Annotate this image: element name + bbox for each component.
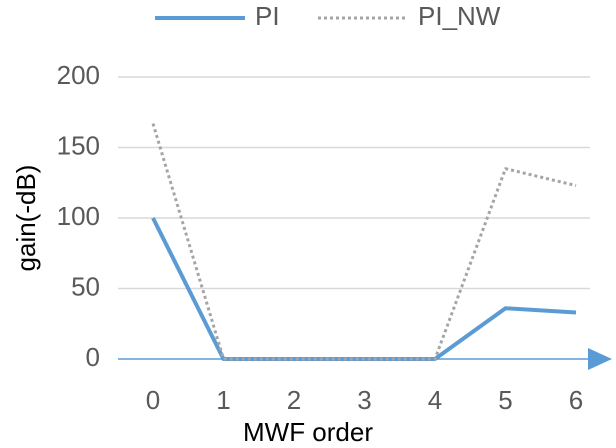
x-axis-arrow: [588, 348, 612, 370]
y-tick-label: 50: [71, 271, 100, 301]
line-series: [151, 123, 577, 361]
x-tick-label: 3: [357, 385, 371, 415]
x-tick-label: 4: [428, 385, 442, 415]
x-tick-label: 6: [569, 385, 583, 415]
x-axis-label: MWF order: [243, 417, 373, 447]
x-tick-label: 0: [146, 385, 160, 415]
y-tick-label: 100: [57, 201, 100, 231]
x-tick-label: 1: [216, 385, 230, 415]
x-tick-label: 2: [287, 385, 301, 415]
y-axis-label: gain(-dB): [11, 165, 41, 272]
y-tick-label: 0: [86, 342, 100, 372]
y-tick-label: 150: [57, 130, 100, 160]
x-tick-label: 5: [498, 385, 512, 415]
y-tick-label: 200: [57, 60, 100, 90]
legend-label: PI: [255, 1, 280, 31]
legend-label: PI_NW: [418, 1, 501, 31]
